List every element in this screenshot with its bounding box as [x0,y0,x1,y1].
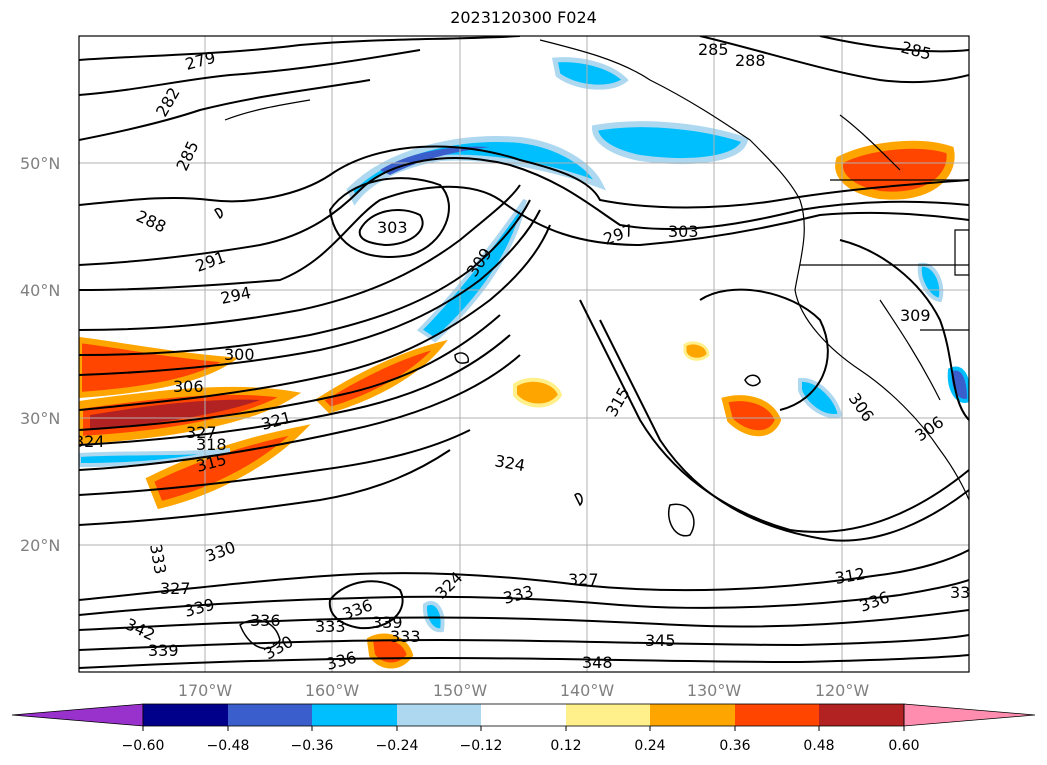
lon-label: 170°W [178,681,233,700]
contour-label: 303 [377,218,408,237]
colorbar: −0.60 −0.48 −0.36 −0.24 −0.12 0.12 0.24 … [11,703,1036,754]
contour-label: 336 [250,611,281,630]
negative-arc-dark [380,146,490,175]
contour-label: 327 [568,570,599,589]
contour-label: 345 [645,631,676,650]
contour-label: 309 [900,306,931,325]
positive-patch-3 [513,377,563,408]
colorbar-tick-label: 0.24 [634,738,665,754]
contour-label: 333 [315,617,346,636]
lon-label: 120°W [815,681,870,700]
colorbar-segment [397,704,481,726]
lat-label: 50°N [20,154,60,173]
longitude-labels: 170°W 160°W 150°W 140°W 130°W 120°W [178,681,870,700]
colorbar-segment [566,704,650,726]
positive-patch-2 [721,395,782,437]
colorbar-extend-right [903,703,1036,727]
negative-patch-bc [591,121,749,164]
colorbar-segment [650,704,735,726]
negative-patch-east [917,262,944,303]
colorbar-tick-label: −0.60 [122,738,165,754]
colorbar-frame [142,703,905,727]
contour-label: 324 [74,432,105,451]
colorbar-tick-label: −0.48 [207,738,250,754]
colorbar-tick-label: −0.12 [460,738,503,754]
contour-label: 303 [668,222,699,241]
height-contours [79,36,969,669]
colorbar-tick-label: −0.36 [291,738,334,754]
colorbar-tick-label: 0.12 [550,738,581,754]
contour-label: 300 [224,345,255,364]
positive-band-jet-dark [90,399,260,430]
lat-label: 30°N [20,409,60,428]
lat-label: 40°N [20,281,60,300]
colorbar-segment [312,704,397,726]
colorbar-segment [735,704,819,726]
colorbar-tick-label: 0.36 [719,738,750,754]
contour-label: 327 [160,579,191,598]
positive-band-mid [315,339,448,414]
colorbar-segment [228,704,312,726]
contour-label: 339 [148,641,179,660]
positive-patch-5 [683,341,710,361]
colorbar-segment [819,704,904,726]
colorbar-tick-label: 0.60 [888,738,919,754]
map-frame [78,35,970,673]
contour-label: 285 [698,40,729,59]
graticule [79,36,969,672]
lon-label: 130°W [687,681,742,700]
colorbar-segment [481,704,566,726]
contour-label: 288 [735,51,766,70]
colorbar-ticks [142,726,905,731]
coastlines [224,39,969,501]
colorbar-extend-left [11,703,144,727]
negative-patch-ak [551,57,629,90]
latitude-labels: 50°N 40°N 30°N 20°N [20,154,60,555]
contour-label: 318 [196,435,227,454]
lon-label: 140°W [560,681,615,700]
small-contours [214,207,761,650]
contour-label: 339 [372,613,403,632]
lat-label: 20°N [20,536,60,555]
negative-streak-west [79,448,231,468]
contour-label: 33 [950,583,970,602]
lon-label: 160°W [305,681,360,700]
map-panel: 279 282 285 288 291 294 300 306 324 327 … [74,36,970,672]
colorbar-tick-label: −0.24 [376,738,419,754]
contour-label: 327 [186,423,217,442]
contour-label: 348 [582,653,613,672]
positive-patch-1 [835,140,955,200]
contour-label: 306 [173,377,204,396]
negative-streak-jet [416,198,527,343]
contour-label: 333 [390,627,421,646]
lon-label: 150°W [433,681,488,700]
negative-patch-se [947,366,969,403]
colorbar-segment [143,704,228,726]
plot-title: 2023120300 F024 [450,8,597,27]
colorbar-tick-label: 0.48 [803,738,834,754]
